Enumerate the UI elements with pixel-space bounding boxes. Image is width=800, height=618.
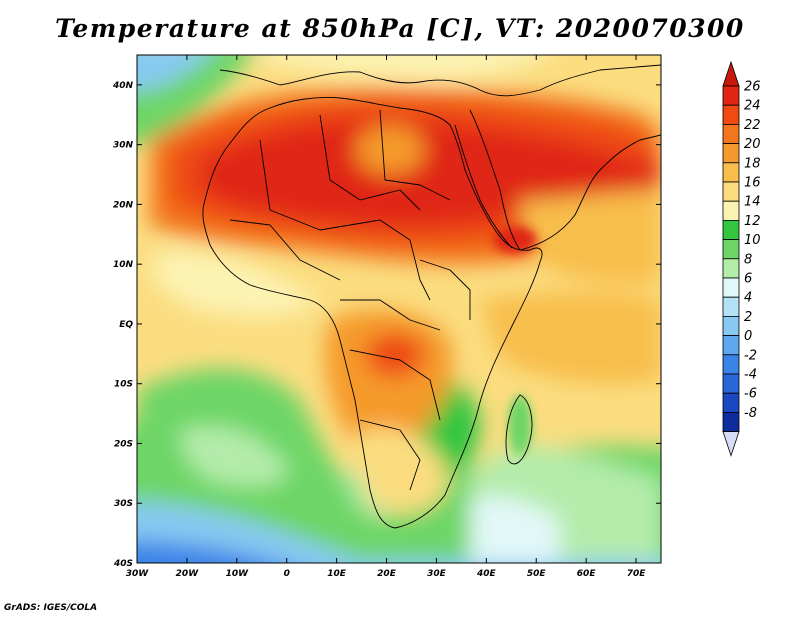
colorbar-label: 16 (744, 176, 761, 191)
colorbar-label: -2 (744, 348, 757, 363)
colorbar-bottom-arrow (722, 431, 740, 457)
colorbar-swatch (722, 296, 740, 317)
lon-tick-label: 10W (226, 569, 250, 579)
colorbar-label: 10 (744, 233, 761, 248)
africa-coastline (202, 97, 543, 529)
lat-tick-label: 40S (113, 559, 133, 569)
colorbar-swatch (722, 335, 740, 356)
field-gulf-pale (150, 250, 320, 317)
field-congo-warm (365, 333, 425, 377)
colorbar-label: -4 (744, 368, 757, 383)
field-med-pale (260, 55, 545, 80)
field-south-land (356, 427, 450, 514)
lon-tick-label: 70E (627, 569, 647, 579)
colorbar-swatch (722, 411, 740, 432)
colorbar-swatch (722, 315, 740, 336)
colorbar-label: -6 (744, 387, 757, 402)
lat-tick-label: 10S (114, 380, 133, 390)
border-5 (340, 299, 441, 331)
colorbar-swatch (722, 277, 740, 298)
red-sea (454, 124, 513, 249)
field-south-blue (137, 501, 661, 563)
longitude-axis: 30W 20W 10W 0 10E 20E 30E 40E 50E 60E 70E (126, 55, 646, 579)
colorbar-swatch (722, 354, 740, 375)
lon-tick-label: 60E (577, 569, 597, 579)
border-7 (359, 419, 421, 491)
border-2 (319, 114, 421, 211)
latitude-axis: 40N 30N 20N 10N EQ 10S 20S 30S 40S (112, 81, 661, 569)
colorbar-label: 14 (744, 195, 761, 210)
grads-credit: GrADS: IGES/COLA (4, 603, 98, 613)
colorbar-swatch (722, 124, 740, 145)
field-nw-blue (137, 55, 209, 92)
colorbar-label: 18 (744, 156, 761, 171)
colorbar-label: 26 (744, 80, 761, 95)
lat-tick-label: 30S (114, 499, 133, 509)
lon-tick-label: 50E (527, 569, 547, 579)
colorbar-swatch (722, 200, 740, 221)
colorbar-label: 6 (744, 272, 752, 287)
border-6 (349, 349, 441, 421)
field-atlantic-green (137, 368, 360, 500)
border-4 (229, 219, 341, 281)
field-arabian-sea (520, 190, 661, 285)
temperature-field (137, 55, 661, 563)
colorbar-label: -8 (744, 406, 757, 421)
colorbar-label: 4 (744, 291, 752, 306)
border-8 (419, 259, 471, 320)
field-madagascar (508, 395, 532, 455)
colorbar-swatch (722, 239, 740, 260)
lat-tick-label: 20N (113, 200, 134, 210)
field-south-deep (137, 540, 276, 563)
colorbar-label: 20 (744, 137, 761, 152)
lon-tick-label: 20E (377, 569, 397, 579)
colorbar-swatch (722, 181, 740, 202)
field-libya-pocket (355, 125, 425, 175)
colorbar-swatch (722, 373, 740, 394)
colorbar-label: 12 (744, 214, 761, 229)
colorbar-swatch (722, 219, 740, 240)
lon-tick-label: 40E (476, 569, 497, 579)
colorbar-label: 24 (744, 99, 761, 114)
lat-tick-label: 20S (114, 439, 133, 449)
border-9 (409, 239, 431, 301)
lon-tick-label: 10E (327, 569, 347, 579)
colorbar-label: 2 (744, 310, 752, 325)
lon-tick-label: 20W (176, 569, 200, 579)
europe-coastline (219, 64, 661, 97)
colorbar-swatch (722, 258, 740, 279)
field-indian-orange (480, 292, 661, 384)
lat-tick-label: 30N (113, 141, 134, 151)
border-1 (259, 139, 411, 241)
lon-tick-label: 30E (427, 569, 447, 579)
field-atlantic-light (180, 426, 290, 487)
lat-tick-label: EQ (119, 320, 133, 330)
colorbar-swatch (722, 143, 740, 164)
lon-tick-label: 0 (284, 569, 290, 579)
field-aden (493, 226, 537, 254)
lat-tick-label: 10N (113, 260, 134, 270)
field-indian-pale (470, 496, 560, 563)
map-title: Temperature at 850hPa [C], VT: 202007030… (55, 14, 745, 43)
colorbar-swatch (722, 104, 740, 125)
coastlines-and-borders (202, 64, 661, 529)
colorbar-top-arrow (722, 60, 740, 87)
arabia-coastline (469, 109, 661, 251)
lat-tick-label: 40N (112, 81, 134, 91)
colorbar-label: 0 (744, 329, 752, 344)
colorbar-swatch (722, 85, 740, 106)
colorbar-label: 8 (744, 252, 752, 267)
border-3 (379, 109, 451, 201)
colorbar-swatch (722, 162, 740, 183)
colorbar-label: 22 (744, 118, 761, 133)
map-frame (136, 54, 662, 564)
colorbar-swatch (722, 392, 740, 413)
lon-tick-label: 30W (126, 569, 150, 579)
madagascar-coastline (505, 394, 533, 465)
